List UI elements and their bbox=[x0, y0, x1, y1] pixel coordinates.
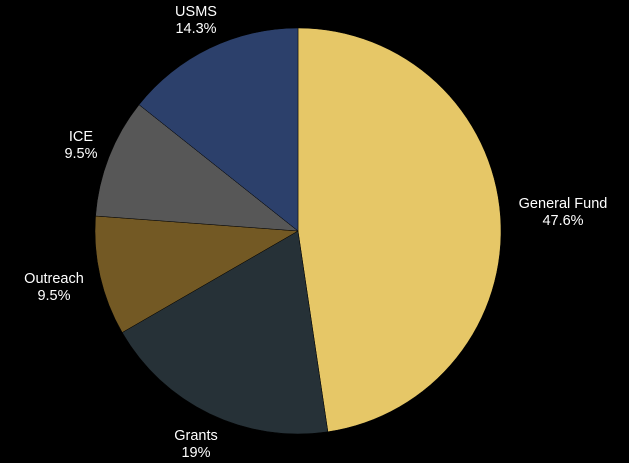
slice-label-general-fund: General Fund bbox=[519, 196, 608, 212]
pie-slice-usms bbox=[138, 27, 299, 232]
slice-label-grants: Grants bbox=[174, 428, 218, 444]
slice-label-outreach: Outreach bbox=[24, 271, 84, 287]
pie-slices bbox=[94, 27, 502, 435]
slice-value-grants: 19% bbox=[181, 445, 210, 461]
pie-labels: General Fund47.6%Grants19%Outreach9.5%IC… bbox=[24, 4, 607, 461]
pie-slice-general-fund bbox=[297, 27, 502, 433]
pie-slice-grants bbox=[121, 230, 329, 435]
slice-value-usms: 14.3% bbox=[175, 21, 216, 37]
slice-value-outreach: 9.5% bbox=[37, 288, 70, 304]
slice-value-general-fund: 47.6% bbox=[542, 213, 583, 229]
slice-label-usms: USMS bbox=[175, 4, 217, 20]
slice-value-ice: 9.5% bbox=[64, 146, 97, 162]
pie-slice-outreach bbox=[94, 215, 299, 333]
pie-slice-ice bbox=[95, 104, 299, 232]
slice-label-ice: ICE bbox=[69, 129, 94, 145]
